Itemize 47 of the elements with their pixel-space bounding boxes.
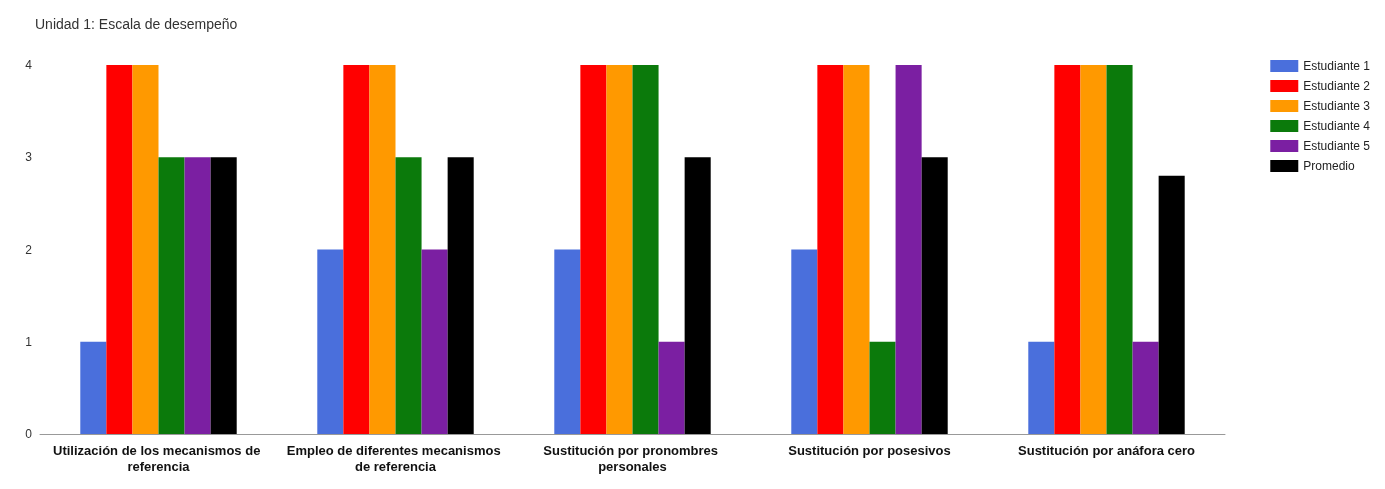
bar	[1132, 341, 1159, 434]
bar	[158, 157, 185, 434]
bar	[395, 157, 422, 434]
x-tick-label: Empleo de diferentes mecanismos de referencia	[286, 442, 505, 474]
y-tick-label: 1	[25, 334, 33, 349]
legend-label: Promedio	[1303, 159, 1355, 173]
bar	[343, 65, 370, 434]
bar	[869, 341, 896, 434]
bar	[1028, 341, 1055, 434]
bar	[1054, 65, 1081, 434]
legend-label: Estudiante 1	[1303, 59, 1371, 73]
x-tick-label: Sustitución por posesivos	[788, 442, 951, 458]
bar	[632, 65, 659, 434]
bar	[606, 65, 633, 434]
bar	[1080, 65, 1107, 434]
bar	[921, 157, 948, 434]
x-tick-label: Utilización de los mecanismos de referencia	[53, 442, 264, 474]
bar	[210, 157, 237, 434]
bar	[791, 249, 818, 434]
bar	[80, 341, 107, 434]
legend-label: Estudiante 5	[1303, 139, 1371, 153]
x-tick-label: Sustitución por anáfora cero	[1018, 442, 1196, 458]
bar	[554, 249, 581, 434]
bar	[317, 249, 344, 434]
bar	[369, 65, 396, 434]
bar	[132, 65, 159, 434]
y-tick-label: 4	[25, 58, 33, 72]
bar	[184, 157, 211, 434]
bar	[580, 65, 607, 434]
y-tick-label: 0	[25, 427, 33, 441]
legend-label: Estudiante 2	[1303, 79, 1371, 93]
bar	[1158, 175, 1185, 434]
bar	[658, 341, 685, 434]
chart-title: Unidad 1: Escala de desempeño	[35, 16, 238, 32]
bar	[1106, 65, 1133, 434]
legend-label: Estudiante 3	[1303, 99, 1371, 113]
y-tick-label: 3	[25, 150, 33, 165]
bar	[447, 157, 474, 434]
bar	[817, 65, 844, 434]
bar	[421, 249, 448, 434]
x-tick-label: Sustitución por pronombres personales	[543, 442, 722, 474]
bar	[895, 65, 922, 434]
bar	[684, 157, 711, 434]
y-tick-label: 2	[25, 242, 33, 257]
legend-label: Estudiante 4	[1303, 119, 1371, 133]
bar	[106, 65, 133, 434]
bar	[843, 65, 870, 434]
